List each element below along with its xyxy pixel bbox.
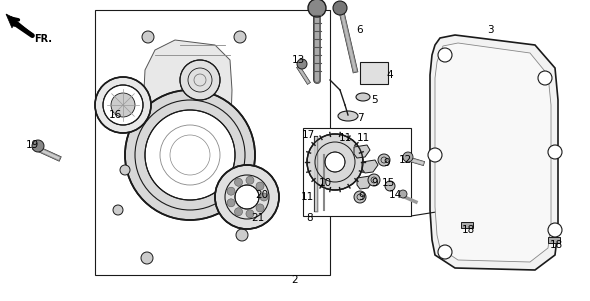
Circle shape <box>307 134 363 190</box>
Circle shape <box>103 85 143 125</box>
Circle shape <box>385 181 395 191</box>
Circle shape <box>125 90 255 220</box>
Text: 8: 8 <box>307 213 313 223</box>
Circle shape <box>325 152 345 172</box>
Circle shape <box>399 190 407 198</box>
Circle shape <box>95 77 151 133</box>
Circle shape <box>234 31 246 43</box>
Text: 18: 18 <box>549 240 563 250</box>
Circle shape <box>368 174 380 186</box>
Text: 6: 6 <box>357 25 363 35</box>
Circle shape <box>234 178 242 186</box>
Circle shape <box>236 229 248 241</box>
Text: 21: 21 <box>251 213 265 223</box>
Polygon shape <box>6 14 16 28</box>
Circle shape <box>548 145 562 159</box>
Bar <box>360 62 388 84</box>
Circle shape <box>246 210 254 218</box>
Polygon shape <box>143 40 232 165</box>
Text: 4: 4 <box>386 70 394 80</box>
Text: 15: 15 <box>381 178 395 188</box>
Circle shape <box>438 48 452 62</box>
Circle shape <box>120 165 130 175</box>
Text: 10: 10 <box>319 178 332 188</box>
Text: 11: 11 <box>300 192 314 202</box>
Ellipse shape <box>338 111 358 121</box>
Text: 7: 7 <box>357 113 363 123</box>
Text: FR.: FR. <box>34 34 53 44</box>
Circle shape <box>227 199 235 207</box>
Text: 14: 14 <box>388 190 402 200</box>
Text: 20: 20 <box>255 190 268 200</box>
Polygon shape <box>430 35 558 270</box>
Circle shape <box>333 1 347 15</box>
Text: 9: 9 <box>372 178 378 188</box>
Circle shape <box>215 165 279 229</box>
Bar <box>461 222 473 228</box>
Circle shape <box>246 176 254 184</box>
Polygon shape <box>362 160 378 173</box>
Text: 17: 17 <box>301 130 314 140</box>
Circle shape <box>256 204 264 212</box>
Text: 9: 9 <box>359 192 365 202</box>
Polygon shape <box>435 43 551 262</box>
Circle shape <box>180 60 220 100</box>
Polygon shape <box>357 176 373 189</box>
Circle shape <box>227 187 235 195</box>
Text: 18: 18 <box>461 225 474 235</box>
Circle shape <box>260 193 268 201</box>
Circle shape <box>538 71 552 85</box>
Bar <box>95 10 330 275</box>
Circle shape <box>234 208 242 216</box>
Text: 12: 12 <box>398 155 412 165</box>
Circle shape <box>111 93 135 117</box>
Circle shape <box>113 205 123 215</box>
Text: 3: 3 <box>487 25 493 35</box>
Circle shape <box>142 31 154 43</box>
Polygon shape <box>354 145 370 158</box>
Circle shape <box>145 110 235 200</box>
Circle shape <box>32 140 44 152</box>
Circle shape <box>548 223 562 237</box>
Circle shape <box>428 148 442 162</box>
Circle shape <box>141 252 153 264</box>
Circle shape <box>378 154 390 166</box>
Text: 13: 13 <box>291 55 304 65</box>
Text: 9: 9 <box>384 158 391 168</box>
Circle shape <box>256 182 264 190</box>
Circle shape <box>354 191 366 203</box>
Circle shape <box>403 152 413 162</box>
Circle shape <box>438 245 452 259</box>
Text: 5: 5 <box>372 95 378 105</box>
Text: 2: 2 <box>291 275 299 285</box>
Circle shape <box>308 0 326 17</box>
Circle shape <box>297 59 307 69</box>
Bar <box>548 237 560 243</box>
Text: 11: 11 <box>356 133 369 143</box>
Text: 16: 16 <box>109 110 122 120</box>
Polygon shape <box>100 22 250 268</box>
Text: 19: 19 <box>25 140 38 150</box>
Ellipse shape <box>356 93 370 101</box>
Bar <box>303 128 411 216</box>
Text: 11: 11 <box>339 133 352 143</box>
Circle shape <box>235 185 259 209</box>
